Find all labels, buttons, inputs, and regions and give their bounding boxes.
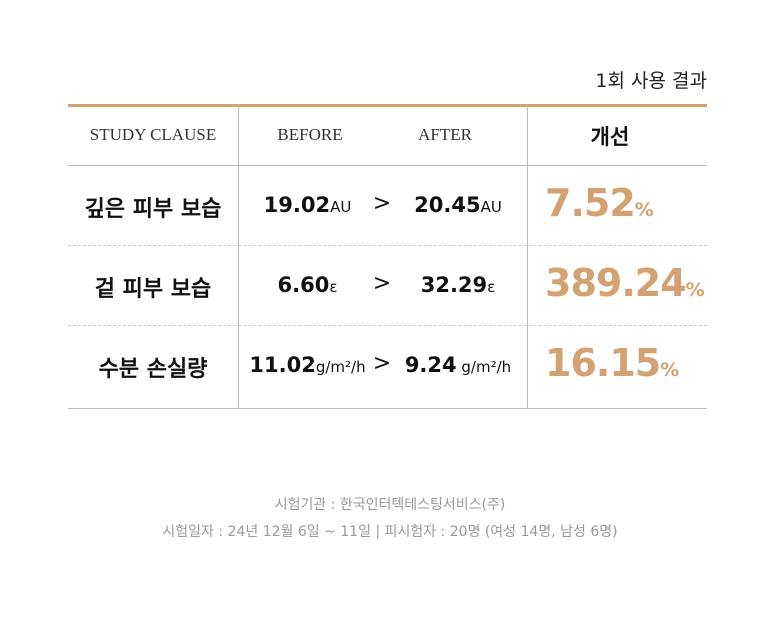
bottom-rule <box>68 408 707 409</box>
header-rule <box>68 165 707 166</box>
after-cell: 9.24 g/m²/h <box>392 353 524 377</box>
before-value: 19.02 <box>263 193 331 217</box>
footer-line: 시험기관 : 한국인터텍테스팅서비스(주) <box>274 497 506 513</box>
footer-line: 시험일자 : 24년 12월 6일 ~ 11일 | 피시험자 : 20명 (여성… <box>162 524 618 540</box>
after-cell: 32.29ε <box>392 273 524 297</box>
row-label: 깊은 피부 보습 <box>84 197 222 222</box>
after-unit: AU <box>480 198 502 216</box>
top-rule <box>68 104 707 107</box>
comparison: > <box>372 351 392 376</box>
after-value: 32.29 <box>420 273 488 297</box>
after-unit: g/m²/h <box>456 358 512 376</box>
before-unit: ε <box>329 278 338 296</box>
before-cell: 6.60ε <box>240 273 375 297</box>
comparison: > <box>372 271 392 296</box>
improvement-value: 389.24 <box>545 261 687 305</box>
header: BEFORE <box>277 125 343 144</box>
comparison: > <box>372 191 392 216</box>
improvement-cell: 389.24% <box>545 261 705 305</box>
column-divider <box>527 105 528 409</box>
row-rule <box>68 325 707 326</box>
before-unit: g/m²/h <box>315 358 366 376</box>
after-unit: ε <box>487 278 496 296</box>
before-unit: AU <box>330 198 352 216</box>
before-cell: 19.02AU <box>240 193 375 217</box>
improvement-unit: % <box>660 359 680 381</box>
before-cell: 11.02g/m²/h <box>240 353 375 377</box>
improvement-value: 16.15 <box>545 341 661 385</box>
improvement-unit: % <box>685 279 705 301</box>
header: STUDY CLAUSE <box>89 125 217 144</box>
row-rule <box>68 245 707 246</box>
improvement-cell: 16.15% <box>545 341 679 385</box>
row-label: 겉 피부 보습 <box>94 277 212 302</box>
before-value: 11.02 <box>249 353 316 377</box>
caption: 1회 사용 결과 <box>595 70 707 92</box>
after-value: 9.24 <box>404 353 457 377</box>
before-value: 6.60 <box>277 273 330 297</box>
header: AFTER <box>418 125 472 144</box>
after-value: 20.45 <box>414 193 481 217</box>
improvement-value: 7.52 <box>545 181 636 225</box>
improvement-unit: % <box>634 199 654 221</box>
row-label: 수분 손실량 <box>98 357 208 382</box>
column-divider <box>238 105 239 409</box>
improvement-cell: 7.52% <box>545 181 654 225</box>
header: 개선 <box>590 125 630 149</box>
after-cell: 20.45AU <box>392 193 524 217</box>
